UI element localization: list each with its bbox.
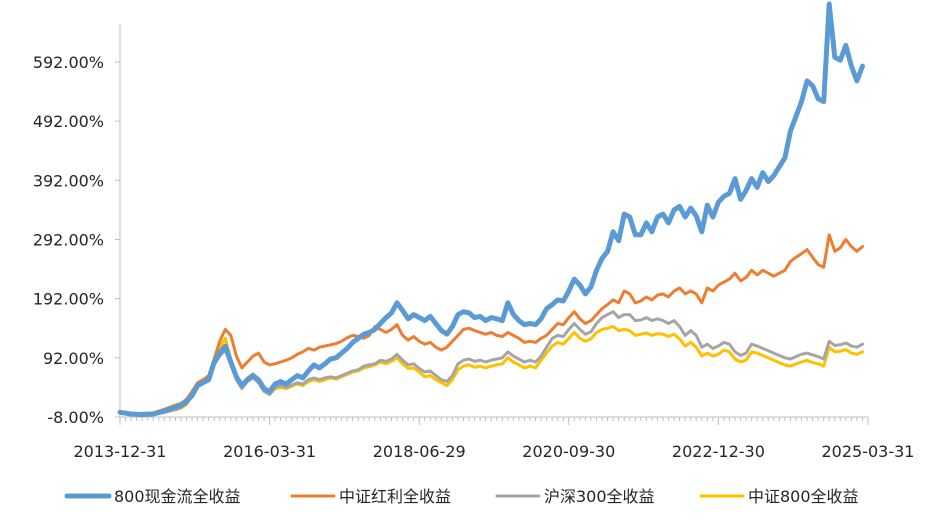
y-tick-label: -8.00%: [47, 408, 104, 427]
series-line-1: [117, 1, 865, 418]
y-tick-label: 192.00%: [33, 290, 104, 309]
x-axis: 2013-12-31 2016-03-31 2018-06-29 2020-09-30…: [74, 416, 915, 461]
series-line-3: [118, 310, 864, 417]
legend-label: 800现金流全收益: [114, 487, 241, 506]
y-axis: -8.00% 92.00% 192.00% 292.00% 392.00% 492.00%…: [33, 24, 121, 427]
y-tick-label: 92.00%: [43, 349, 104, 368]
y-tick-label: 392.00%: [33, 171, 104, 190]
legend-item-2: 中证红利全收益: [290, 487, 451, 506]
x-tick-label: 2022-12-30: [672, 442, 765, 461]
x-tick-label: 2018-06-29: [373, 442, 466, 461]
x-tick-label: 2016-03-31: [223, 442, 316, 461]
x-tick-label: 2013-12-31: [74, 442, 167, 461]
legend: 800现金流全收益 中证红利全收益 沪深300全收益 中证800全收益: [64, 487, 859, 506]
y-tick-label: 592.00%: [33, 53, 104, 72]
legend-label: 沪深300全收益: [544, 487, 655, 506]
legend-item-3: 沪深300全收益: [495, 487, 655, 506]
x-tick-label: 2020-09-30: [522, 442, 615, 461]
x-tick-label: 2025-03-31: [822, 442, 915, 461]
y-tick-label: 292.00%: [33, 231, 104, 250]
legend-label: 中证红利全收益: [339, 487, 451, 506]
legend-item-1: 800现金流全收益: [64, 487, 241, 506]
series-line-2: [118, 233, 864, 416]
legend-label: 中证800全收益: [748, 487, 859, 506]
legend-item-4: 中证800全收益: [699, 487, 859, 506]
y-tick-label: 492.00%: [33, 112, 104, 131]
plot-area: [117, 1, 865, 418]
